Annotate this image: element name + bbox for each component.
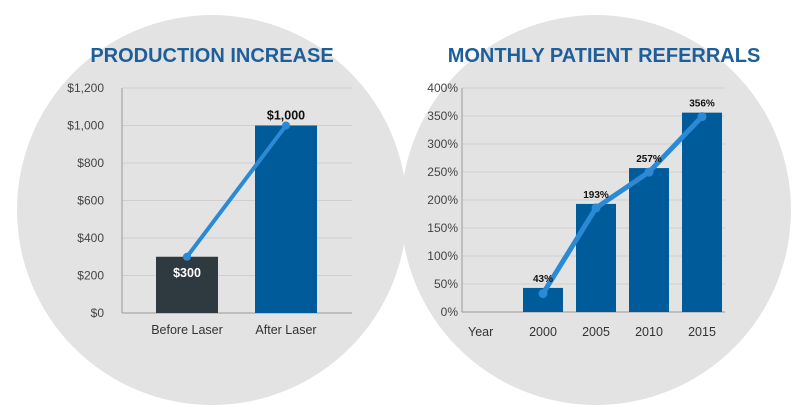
production-trend bbox=[183, 121, 290, 261]
production-y-tick-label: $0 bbox=[91, 306, 105, 320]
production-y-tick-label: $1,200 bbox=[67, 81, 104, 95]
production-y-tick-label: $800 bbox=[77, 156, 104, 170]
production-chart: PRODUCTION INCREASE $0 $200 $400 $600 $800 $1… bbox=[17, 15, 407, 405]
referrals-category-label: 2005 bbox=[582, 325, 610, 339]
referrals-trend-point bbox=[538, 289, 548, 299]
referrals-data-label: 356% bbox=[689, 99, 715, 110]
referrals-trend-line bbox=[540, 114, 705, 297]
referrals-y-tick-label: 150% bbox=[427, 221, 458, 235]
production-bar bbox=[156, 256, 218, 313]
production-data-label: $1,000 bbox=[267, 109, 305, 123]
referrals-bars bbox=[523, 112, 722, 312]
referrals-data-label: 193% bbox=[583, 190, 609, 201]
referrals-y-axis: 0% 50% 100% 150% 200% 250% 300% 350% 400% bbox=[427, 81, 463, 319]
production-category-label: Before Laser bbox=[151, 323, 223, 337]
production-data-label: $300 bbox=[173, 266, 201, 280]
production-trend-line bbox=[185, 123, 288, 259]
referrals-trend-point bbox=[697, 112, 707, 122]
referrals-category-label: 2000 bbox=[529, 325, 557, 339]
production-trend-point bbox=[282, 121, 290, 130]
production-data-labels: $300 $1,000 bbox=[173, 109, 305, 280]
referrals-y-tick-label: 400% bbox=[427, 81, 458, 95]
referrals-x-axis: 2000 2005 2010 2015 bbox=[529, 325, 716, 339]
production-bar bbox=[255, 125, 317, 313]
referrals-chart-title: MONTHLY PATIENT REFERRALS bbox=[448, 45, 761, 67]
production-bars bbox=[156, 125, 317, 313]
production-y-tick-label: $400 bbox=[77, 231, 104, 245]
referrals-trend-point bbox=[591, 203, 601, 213]
referrals-bar bbox=[576, 203, 616, 312]
referrals-y-tick-label: 50% bbox=[434, 277, 458, 291]
referrals-data-labels: 43% 193% 257% 356% bbox=[533, 99, 715, 285]
referrals-x-axis-label: Year bbox=[468, 325, 493, 339]
referrals-category-label: 2015 bbox=[688, 325, 716, 339]
production-trend-point bbox=[183, 252, 191, 261]
production-category-label: After Laser bbox=[255, 323, 316, 337]
referrals-data-label: 43% bbox=[533, 274, 553, 285]
production-y-tick-label: $200 bbox=[77, 269, 104, 283]
referrals-trend bbox=[538, 112, 707, 299]
referrals-y-tick-label: 200% bbox=[427, 193, 458, 207]
referrals-category-label: 2010 bbox=[635, 325, 663, 339]
production-y-tick-label: $600 bbox=[77, 194, 104, 208]
referrals-chart: MONTHLY PATIENT REFERRALS 0% 50% 100% 150% 2… bbox=[401, 15, 791, 405]
referrals-y-tick-label: 300% bbox=[427, 137, 458, 151]
production-y-tick-label: $1,000 bbox=[67, 119, 104, 133]
referrals-bar bbox=[682, 112, 722, 312]
referrals-y-tick-label: 100% bbox=[427, 249, 458, 263]
production-chart-title: PRODUCTION INCREASE bbox=[90, 45, 333, 67]
production-x-axis: Before Laser After Laser bbox=[151, 323, 316, 337]
referrals-trend-point bbox=[644, 167, 654, 177]
referrals-y-tick-label: 350% bbox=[427, 109, 458, 123]
production-y-axis: $0 $200 $400 $600 $800 $1,000 $1,200 bbox=[67, 81, 123, 320]
referrals-bar bbox=[629, 168, 669, 312]
referrals-data-label: 257% bbox=[636, 154, 662, 165]
referrals-y-tick-label: 250% bbox=[427, 165, 458, 179]
referrals-y-tick-label: 0% bbox=[441, 305, 459, 319]
production-chart-background bbox=[17, 15, 407, 405]
